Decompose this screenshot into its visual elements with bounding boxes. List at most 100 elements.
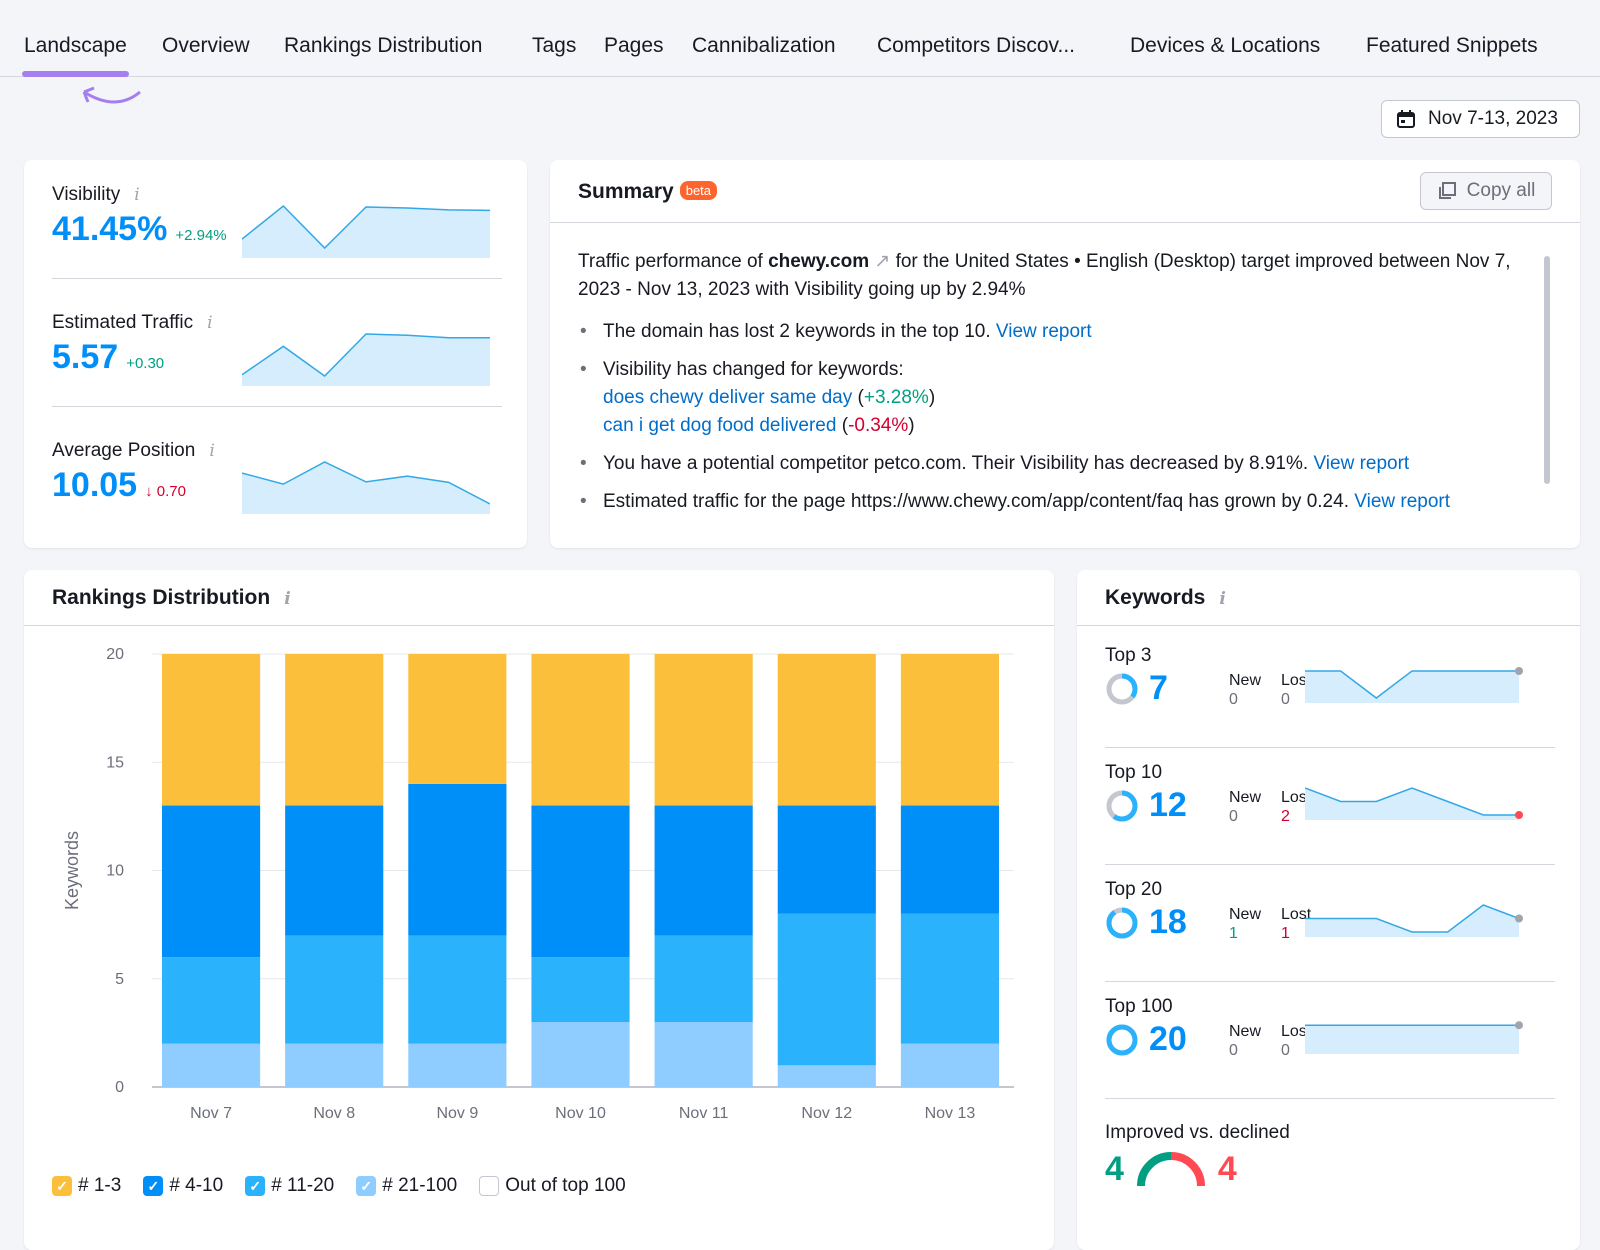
beta-badge: beta [679, 181, 718, 200]
bar-segment[interactable] [531, 805, 630, 958]
domain-name: chewy.com [768, 251, 870, 272]
bar-segment[interactable] [162, 1043, 261, 1087]
tab-overview[interactable]: Overview [162, 34, 250, 57]
info-icon[interactable]: i [134, 185, 140, 205]
summary-card: Summary beta Copy all Traffic performance… [550, 160, 1580, 548]
view-report-link[interactable]: View report [995, 321, 1092, 342]
keyword-delta: -0.34% [848, 415, 909, 436]
lost-label: Lost [1281, 1023, 1312, 1040]
checkbox[interactable]: ✓ [52, 1176, 72, 1196]
bar-segment[interactable] [408, 654, 507, 784]
bullet-text: You have a potential competitor petco.co… [603, 453, 1314, 474]
bar-segment[interactable] [285, 1043, 384, 1087]
new-label: New [1229, 906, 1262, 923]
external-link-icon[interactable]: ↗ [874, 251, 891, 272]
view-report-link[interactable]: View report [1354, 491, 1451, 512]
view-report-link[interactable]: View report [1313, 453, 1410, 474]
checkbox[interactable] [479, 1176, 500, 1196]
bar-segment[interactable] [285, 805, 384, 936]
bar-segment[interactable] [777, 1065, 876, 1087]
bar-segment[interactable] [900, 805, 999, 914]
summary-bullet: Estimated traffic for the page https://w… [578, 488, 1538, 516]
keyword-bucket-3: Top 100 20 New Lost 0 0 [1105, 996, 1555, 1059]
bar-segment[interactable] [285, 935, 384, 1044]
bar-segment[interactable] [162, 654, 261, 806]
bar-segment[interactable] [900, 654, 999, 806]
sparkline-end-dot [1515, 1021, 1523, 1030]
bar-segment[interactable] [162, 957, 261, 1044]
calendar-icon [1397, 110, 1415, 128]
legend-item[interactable]: ✓ # 1-3 [52, 1175, 121, 1197]
summary-title: Summary beta [578, 180, 718, 204]
legend-item[interactable]: ✓ # 21-100 [356, 1175, 457, 1197]
legend-label: # 1-3 [78, 1175, 122, 1196]
bar-segment[interactable] [654, 1022, 753, 1087]
bar-segment[interactable] [900, 1043, 999, 1087]
summary-bullet: The domain has lost 2 keywords in the to… [578, 318, 1538, 346]
tab-devices-locations[interactable]: Devices & Locations [1130, 34, 1321, 57]
tab-competitors-discov-[interactable]: Competitors Discov... [877, 34, 1075, 57]
divider [1105, 747, 1555, 748]
bar-segment[interactable] [408, 935, 507, 1044]
bar-segment[interactable] [900, 913, 999, 1044]
tab-featured-snippets[interactable]: Featured Snippets [1366, 34, 1538, 57]
bar-segment[interactable] [408, 783, 507, 936]
legend-item[interactable]: Out of top 100 [479, 1175, 626, 1197]
metric-sparkline [242, 204, 490, 258]
info-icon[interactable]: i [207, 313, 213, 333]
bucket-label: Top 100 [1105, 996, 1173, 1017]
info-icon[interactable]: i [284, 589, 291, 609]
info-icon[interactable]: i [1219, 589, 1226, 609]
legend-item[interactable]: ✓ # 11-20 [245, 1175, 334, 1197]
bar-segment[interactable] [777, 654, 876, 806]
keyword-link[interactable]: can i get dog food delivered [603, 415, 837, 436]
legend-item[interactable]: ✓ # 4-10 [143, 1175, 223, 1197]
sparkline-area [1305, 671, 1519, 703]
sparkline-end-dot [1515, 914, 1523, 923]
copy-all-button[interactable]: Copy all [1420, 172, 1552, 210]
sparkline-area [242, 206, 490, 258]
bar-segment[interactable] [162, 805, 261, 958]
sparkline-area [1305, 905, 1519, 937]
checkbox[interactable]: ✓ [356, 1176, 377, 1196]
bar-segment[interactable] [777, 913, 876, 1066]
chart-legend: ✓ # 1-3 ✓ # 4-10 ✓ # 11-20 ✓ # 21-100 Out of top… [52, 1175, 626, 1197]
metric-delta: ↓ 0.70 [145, 483, 186, 500]
tab-pages[interactable]: Pages [604, 34, 664, 57]
declined-count: 4 [1217, 1150, 1237, 1188]
bucket-label: Top 10 [1105, 762, 1163, 783]
lost-count: 0 [1281, 1042, 1290, 1059]
bullet-text: The domain has lost 2 keywords in the to… [603, 321, 996, 342]
scrollbar[interactable] [1544, 256, 1550, 484]
bar-segment[interactable] [654, 654, 753, 806]
sparkline-line [242, 333, 490, 377]
tab-landscape[interactable]: Landscape [22, 34, 129, 77]
tab-cannibalization[interactable]: Cannibalization [692, 34, 836, 57]
sparkline-area [242, 462, 490, 514]
info-icon[interactable]: i [209, 441, 215, 461]
bucket-sparkline [1305, 667, 1523, 703]
checkbox[interactable]: ✓ [143, 1176, 164, 1196]
metric-0: Visibility i 41.45% +2.94% [52, 184, 502, 249]
keyword-delta: +3.28% [863, 387, 929, 408]
bar-segment[interactable] [531, 654, 630, 806]
new-count: 0 [1229, 808, 1238, 825]
keyword-link[interactable]: does chewy deliver same day [603, 387, 853, 408]
bar-segment[interactable] [531, 957, 630, 1023]
checkbox[interactable]: ✓ [245, 1176, 266, 1196]
legend-label: # 11-20 [271, 1175, 335, 1196]
bar-segment[interactable] [408, 1043, 507, 1087]
bar-segment[interactable] [654, 805, 753, 936]
improved-count: 4 [1105, 1150, 1124, 1188]
bar-segment[interactable] [777, 805, 876, 914]
lost-label: Lost [1281, 672, 1312, 689]
metrics-card: Visibility i 41.45% +2.94% Estimated Traffic… [24, 160, 527, 548]
bar-segment[interactable] [654, 935, 753, 1023]
date-range-picker[interactable]: Nov 7-13, 2023 [1381, 100, 1580, 138]
bar-segment[interactable] [531, 1022, 630, 1087]
bar-segment[interactable] [285, 654, 384, 806]
tab-rankings-distribution[interactable]: Rankings Distribution [284, 34, 483, 57]
divider [52, 278, 502, 279]
tab-tags[interactable]: Tags [532, 34, 577, 57]
divider [1105, 1098, 1555, 1099]
